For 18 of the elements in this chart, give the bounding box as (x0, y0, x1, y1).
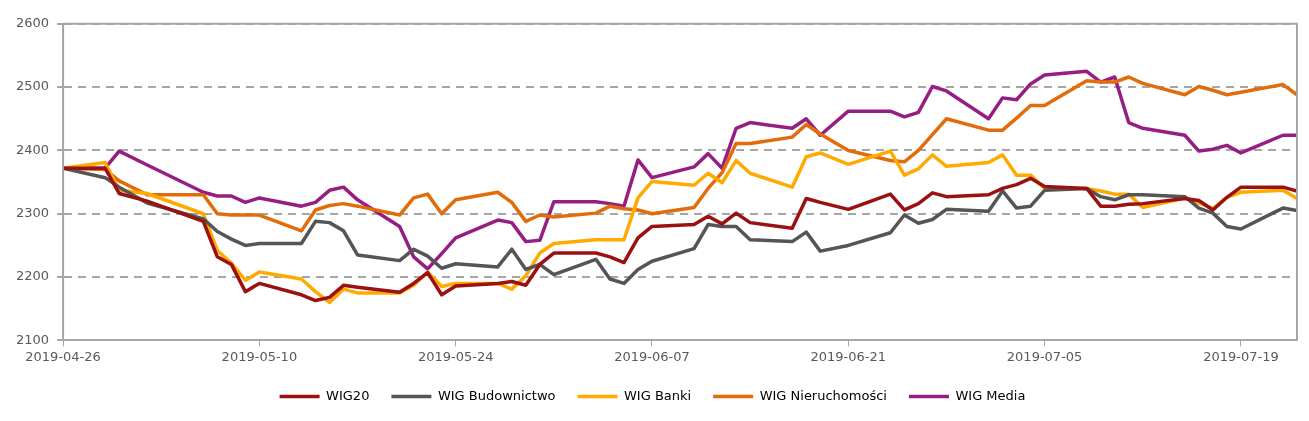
x-tick-label: 2019-05-24 (417, 348, 494, 364)
legend-label: WIG Banki (623, 387, 692, 403)
legend-label: WIG Media (955, 387, 1026, 403)
legend-label: WIG Nieruchomości (759, 387, 887, 403)
x-tick-label: 2019-07-19 (1203, 348, 1279, 364)
legend-label: WIG20 (326, 387, 370, 403)
x-tick-label: 2019-06-07 (614, 348, 690, 364)
x-tick-label: 2019-05-10 (221, 348, 298, 364)
y-tick-label: 2200 (15, 268, 50, 284)
x-tick-label: 2019-04-26 (25, 348, 101, 364)
y-tick-label: 2100 (15, 331, 50, 347)
y-tick-label: 2400 (15, 141, 50, 157)
legend-label: WIG Budownictwo (437, 387, 556, 403)
y-tick-label: 2600 (15, 15, 50, 31)
x-tick-label: 2019-07-05 (1006, 348, 1083, 364)
y-tick-label: 2500 (15, 78, 50, 94)
y-tick-label: 2300 (15, 205, 50, 221)
x-tick-label: 2019-06-21 (810, 348, 887, 364)
